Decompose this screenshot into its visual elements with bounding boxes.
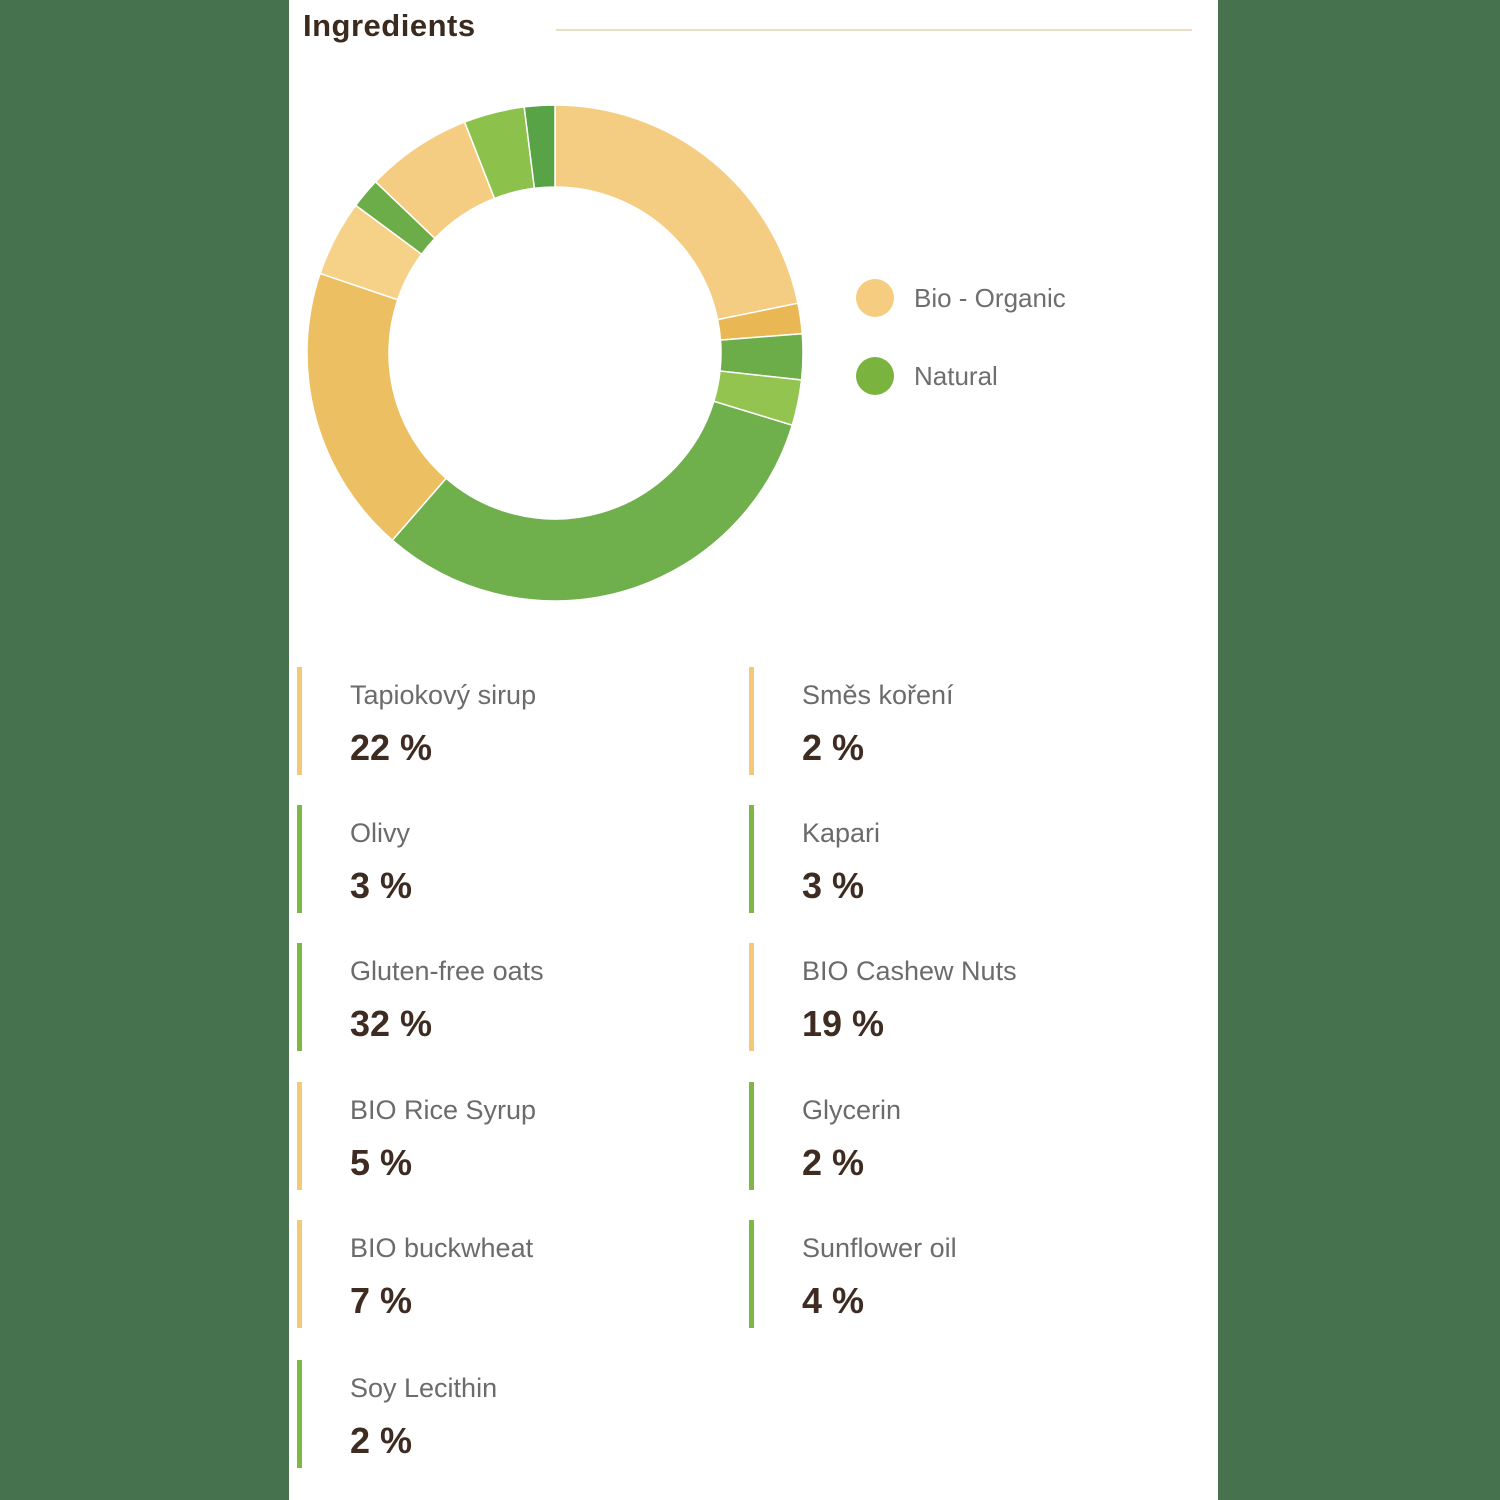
ingredients-donut-chart[interactable] <box>305 103 805 603</box>
donut-slice-tapiokov-sirup[interactable] <box>554 104 799 321</box>
ingredient-name: Soy Lecithin <box>350 1373 498 1403</box>
ingredient-name: Olivy <box>350 818 410 848</box>
ingredient-item: Kapari 3 % <box>749 805 1189 913</box>
ingredient-name: BIO Cashew Nuts <box>802 956 1017 986</box>
ingredient-value: 22 % <box>350 727 433 768</box>
ingredient-item: Směs koření 2 % <box>749 667 1189 775</box>
ingredient-name: Sunflower oil <box>802 1233 957 1263</box>
ingredient-item: BIO Cashew Nuts 19 % <box>749 943 1189 1051</box>
legend-label: Natural <box>914 361 998 391</box>
ingredient-item: Sunflower oil 4 % <box>749 1220 1189 1328</box>
ingredient-value: 19 % <box>802 1003 885 1044</box>
ingredient-name: Kapari <box>802 818 881 848</box>
ingredient-value: 5 % <box>350 1142 413 1183</box>
ingredient-item: BIO buckwheat 7 % <box>297 1220 737 1328</box>
ingredient-value: 7 % <box>350 1280 413 1321</box>
donut-slice-gluten-free-oats[interactable] <box>391 400 794 602</box>
ingredient-value: 3 % <box>350 865 413 906</box>
header-divider <box>556 29 1192 31</box>
ingredient-value: 3 % <box>802 865 865 906</box>
ingredients-card: Ingredients Bio - Organic Natural Tapiok… <box>289 0 1218 1500</box>
legend-item-natural[interactable]: Natural <box>856 357 998 395</box>
ingredient-value: 4 % <box>802 1280 865 1321</box>
legend-item-bio-organic[interactable]: Bio - Organic <box>856 279 1066 317</box>
bio-organic-swatch-icon <box>856 279 894 317</box>
ingredient-name: Směs koření <box>802 680 954 710</box>
ingredient-value: 2 % <box>802 727 865 768</box>
ingredient-value: 2 % <box>350 1420 413 1461</box>
ingredient-name: BIO Rice Syrup <box>350 1095 537 1125</box>
ingredient-value: 2 % <box>802 1142 865 1183</box>
ingredient-name: BIO buckwheat <box>350 1233 534 1263</box>
donut-slice-bio-cashew-nuts[interactable] <box>306 272 448 542</box>
ingredient-item: Tapiokový sirup 22 % <box>297 667 737 775</box>
legend-label: Bio - Organic <box>914 283 1066 313</box>
ingredient-item: Gluten-free oats 32 % <box>297 943 737 1051</box>
page-title: Ingredients <box>303 8 476 43</box>
ingredient-value: 32 % <box>350 1003 433 1044</box>
ingredient-item: BIO Rice Syrup 5 % <box>297 1082 737 1190</box>
ingredient-name: Glycerin <box>802 1095 902 1125</box>
ingredient-item: Olivy 3 % <box>297 805 737 913</box>
ingredient-name: Tapiokový sirup <box>350 680 537 710</box>
ingredient-name: Gluten-free oats <box>350 956 544 986</box>
natural-swatch-icon <box>856 357 894 395</box>
ingredient-item: Glycerin 2 % <box>749 1082 1189 1190</box>
ingredient-item: Soy Lecithin 2 % <box>297 1360 737 1468</box>
donut-slice-soy-lecithin[interactable] <box>523 104 556 190</box>
